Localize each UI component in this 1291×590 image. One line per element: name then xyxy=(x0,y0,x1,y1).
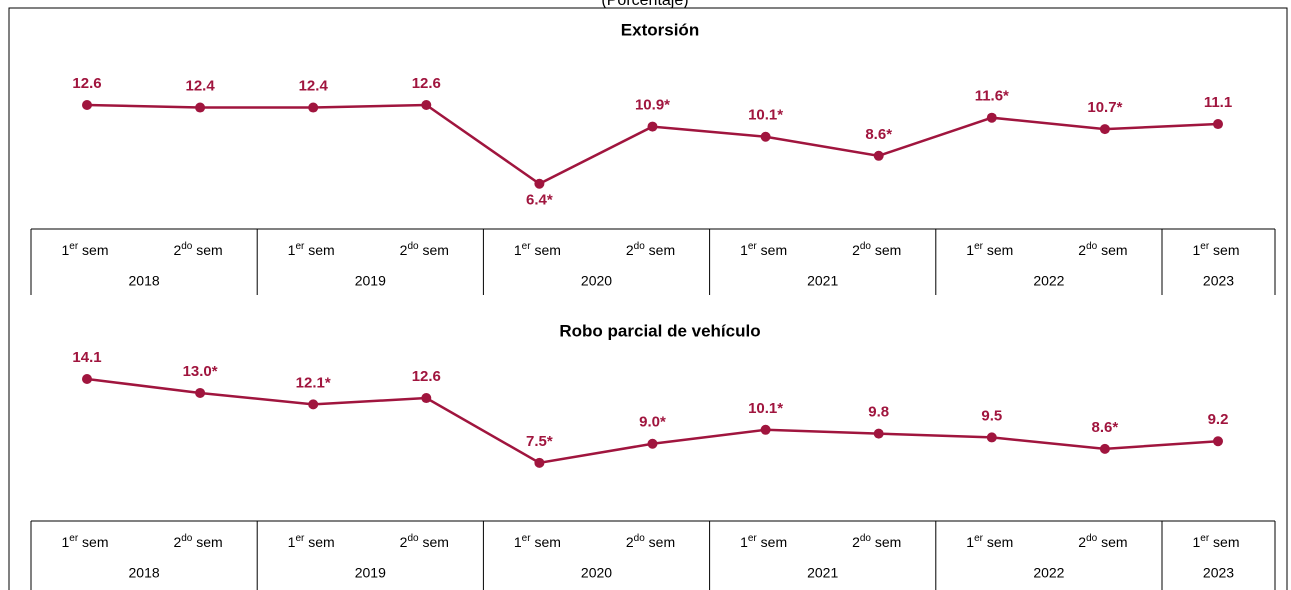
data-point xyxy=(82,100,92,110)
x-tick-label: 2do sem xyxy=(626,241,675,258)
data-point xyxy=(1213,436,1223,447)
data-label: 8.6* xyxy=(865,126,892,143)
series-line xyxy=(86,103,1219,186)
group-label: 2019 xyxy=(355,565,386,581)
group-label: 2021 xyxy=(807,565,838,581)
x-tick-label: 1er sem xyxy=(740,241,787,258)
frame xyxy=(8,7,1288,590)
x-tick-label: 2do sem xyxy=(173,533,222,550)
data-label: 13.0* xyxy=(183,363,218,380)
x-tick-label: 1er sem xyxy=(1192,533,1239,550)
data-point xyxy=(308,102,319,113)
data-point xyxy=(195,102,206,113)
x-tick-label: 2do sem xyxy=(1078,241,1127,258)
data-label: 10.7* xyxy=(1087,99,1122,116)
x-tick-label: 1er sem xyxy=(740,533,787,550)
group-label: 2023 xyxy=(1203,273,1234,289)
data-label: 12.6 xyxy=(72,75,101,92)
x-tick-label: 2do sem xyxy=(852,241,901,258)
x-tick-label: 1er sem xyxy=(966,241,1013,258)
group-label: 2019 xyxy=(355,273,386,289)
x-tick-label: 1er sem xyxy=(61,241,108,258)
subtitle: (Porcentaje) xyxy=(601,0,688,9)
data-point xyxy=(421,100,432,110)
data-point xyxy=(873,428,884,439)
data-point xyxy=(195,387,206,398)
group-label: 2018 xyxy=(129,565,160,581)
x-tick-label: 2do sem xyxy=(626,533,675,550)
x-tick-label: 1er sem xyxy=(514,241,561,258)
data-label: 9.8 xyxy=(868,404,889,421)
x-tick-label: 1er sem xyxy=(966,533,1013,550)
data-label: 9.5 xyxy=(981,407,1002,424)
data-label: 6.4* xyxy=(526,192,553,209)
data-point xyxy=(534,457,545,468)
data-label: 12.1* xyxy=(296,374,331,391)
chart-title: Robo parcial de vehículo xyxy=(559,321,760,340)
data-label: 12.6 xyxy=(412,75,441,92)
x-tick-label: 1er sem xyxy=(1192,241,1239,258)
x-tick-label: 2do sem xyxy=(852,533,901,550)
x-tick-label: 1er sem xyxy=(288,241,335,258)
data-label: 9.2 xyxy=(1208,411,1229,428)
group-label: 2020 xyxy=(581,273,612,289)
data-label: 8.6* xyxy=(1092,419,1119,436)
data-point xyxy=(308,399,319,410)
data-point xyxy=(647,438,658,449)
x-tick-label: 2do sem xyxy=(173,241,222,258)
group-label: 2018 xyxy=(129,273,160,289)
x-tick-label: 2do sem xyxy=(1078,533,1127,550)
data-label: 10.1* xyxy=(748,400,783,417)
group-label: 2021 xyxy=(807,273,838,289)
data-point xyxy=(873,150,884,161)
data-label: 10.1* xyxy=(748,107,783,124)
data-point xyxy=(1099,124,1110,135)
x-tick-label: 1er sem xyxy=(288,533,335,550)
data-point xyxy=(534,178,545,189)
data-label: 11.1 xyxy=(1204,94,1232,111)
data-point xyxy=(986,432,997,443)
data-point xyxy=(82,374,92,384)
data-point xyxy=(647,121,658,132)
x-tick-label: 2do sem xyxy=(400,241,449,258)
x-tick-label: 2do sem xyxy=(400,533,449,550)
x-tick-label: 1er sem xyxy=(514,533,561,550)
data-point xyxy=(1213,119,1223,130)
data-label: 12.4 xyxy=(185,78,215,95)
data-point xyxy=(760,424,771,435)
group-label: 2022 xyxy=(1033,273,1064,289)
chart-title: Extorsión xyxy=(621,20,699,39)
x-tick-label: 1er sem xyxy=(61,533,108,550)
data-point xyxy=(760,131,771,142)
data-point xyxy=(421,393,432,404)
data-label: 12.4 xyxy=(299,78,329,95)
group-label: 2023 xyxy=(1203,565,1234,581)
data-label: 11.6* xyxy=(975,88,1009,105)
data-label: 14.1 xyxy=(72,349,101,366)
data-label: 12.6 xyxy=(412,368,441,385)
data-point xyxy=(986,112,997,123)
group-label: 2020 xyxy=(581,565,612,581)
group-label: 2022 xyxy=(1033,565,1064,581)
data-label: 9.0* xyxy=(639,414,666,431)
data-label: 10.9* xyxy=(635,97,670,114)
data-label: 7.5* xyxy=(526,433,553,450)
data-point xyxy=(1099,443,1110,454)
